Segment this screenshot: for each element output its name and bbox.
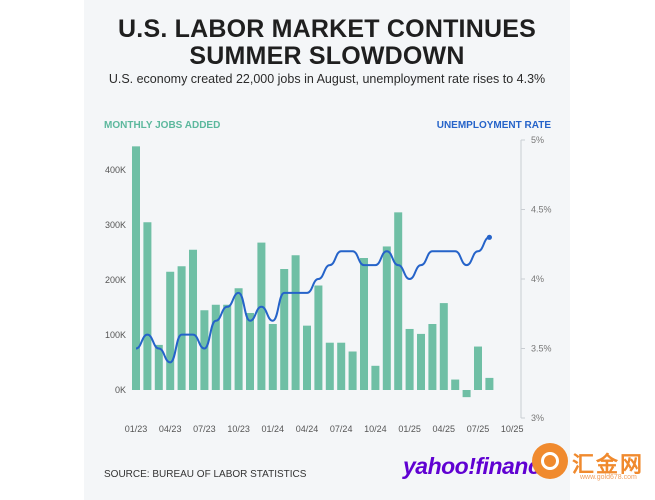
job-bar xyxy=(211,304,220,390)
job-bar xyxy=(428,324,437,390)
x-tick-label: 04/24 xyxy=(296,424,319,434)
job-bar xyxy=(246,313,254,390)
right-tick-label: 3% xyxy=(531,413,544,423)
job-bar xyxy=(314,285,323,390)
job-bar xyxy=(451,379,460,390)
left-axis-label: MONTHLY JOBS ADDED xyxy=(104,120,220,131)
job-bar xyxy=(360,258,368,390)
job-bar xyxy=(154,344,163,390)
job-bar xyxy=(257,242,266,390)
job-bar xyxy=(462,390,471,398)
left-axis-ticks: 0K 100K 200K 300K 400K xyxy=(105,165,126,395)
jobs-bars xyxy=(132,146,494,398)
x-tick-label: 07/23 xyxy=(193,424,216,434)
right-tick-label: 5% xyxy=(531,135,544,145)
job-bar xyxy=(371,365,380,390)
job-bar xyxy=(268,324,277,390)
watermark-logo-icon xyxy=(532,443,568,479)
unemployment-end-point xyxy=(486,234,492,240)
x-tick-label: 07/24 xyxy=(330,424,353,434)
job-bar xyxy=(132,146,140,390)
job-bar xyxy=(348,351,357,390)
x-tick-label: 01/25 xyxy=(398,424,421,434)
job-bar xyxy=(439,303,448,390)
job-bar xyxy=(382,246,391,390)
right-tick-label: 3.5% xyxy=(531,344,552,354)
unemployment-line xyxy=(135,234,492,364)
watermark-url: www.gold678.com xyxy=(580,474,637,481)
left-tick-label: 200K xyxy=(105,275,126,285)
job-bar xyxy=(474,346,482,390)
left-tick-label: 0K xyxy=(115,385,126,395)
combo-chart: MONTHLY JOBS ADDED UNEMPLOYMENT RATE 0K 1… xyxy=(104,120,552,434)
job-bar xyxy=(325,342,334,390)
left-tick-label: 100K xyxy=(105,330,126,340)
job-bar xyxy=(394,212,403,390)
x-tick-label: 10/24 xyxy=(364,424,387,434)
right-tick-label: 4.5% xyxy=(531,205,552,215)
left-tick-label: 300K xyxy=(105,220,126,230)
job-bar xyxy=(200,310,209,390)
right-tick-label: 4% xyxy=(531,274,544,284)
source-note: SOURCE: BUREAU OF LABOR STATISTICS xyxy=(104,469,307,480)
job-bar xyxy=(485,377,494,390)
x-tick-label: 01/24 xyxy=(262,424,285,434)
job-bar xyxy=(280,269,289,390)
title-line-1: U.S. LABOR MARKET CONTINUES xyxy=(118,15,536,43)
job-bar xyxy=(303,325,311,390)
x-tick-label: 01/23 xyxy=(125,424,148,434)
x-tick-label: 10/25 xyxy=(501,424,524,434)
job-bar xyxy=(166,271,175,390)
chart-card: U.S. LABOR MARKET CONTINUES SUMMER SLOWD… xyxy=(84,0,570,500)
job-bar xyxy=(405,328,414,390)
job-bar xyxy=(189,249,197,390)
x-tick-label: 10/23 xyxy=(227,424,250,434)
watermark-text: 汇金网 xyxy=(572,452,645,477)
job-bar xyxy=(234,288,243,390)
x-tick-label: 04/23 xyxy=(159,424,182,434)
x-tick-label: 04/25 xyxy=(433,424,456,434)
title-line-2: SUMMER SLOWDOWN xyxy=(189,42,465,70)
right-axis-ticks: 3% 3.5% 4% 4.5% 5% xyxy=(521,135,552,423)
job-bar xyxy=(337,342,346,390)
job-bar xyxy=(143,222,152,390)
unemployment-line-path xyxy=(135,236,490,364)
page-title: U.S. LABOR MARKET CONTINUES SUMMER SLOWD… xyxy=(84,16,570,70)
job-bar xyxy=(291,255,300,390)
left-tick-label: 400K xyxy=(105,165,126,175)
right-axis-label: UNEMPLOYMENT RATE xyxy=(437,120,552,131)
x-tick-label: 07/25 xyxy=(467,424,490,434)
job-bar xyxy=(417,333,425,390)
x-axis-ticks: 01/23 04/23 07/23 10/23 01/24 04/24 07/24 10/24… xyxy=(125,424,524,434)
yahoo-finance-logo: yahoo!finance xyxy=(403,453,553,479)
job-bar xyxy=(177,266,186,390)
job-bar xyxy=(223,304,232,390)
subtitle: U.S. economy created 22,000 jobs in Augu… xyxy=(108,72,546,86)
